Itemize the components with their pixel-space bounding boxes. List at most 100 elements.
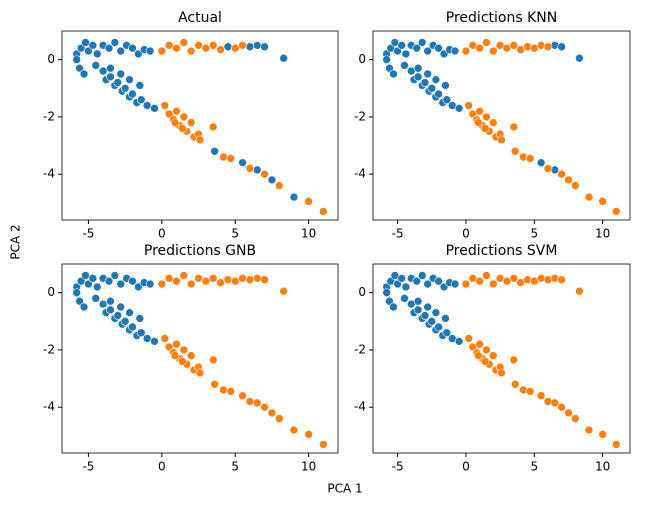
point bbox=[509, 122, 519, 132]
point bbox=[319, 207, 328, 216]
point bbox=[571, 414, 580, 423]
x-tick-label: 5 bbox=[530, 460, 538, 474]
point bbox=[79, 302, 89, 312]
point bbox=[454, 337, 464, 346]
axes-frame bbox=[61, 30, 339, 221]
y-tick-label: 0 bbox=[47, 52, 55, 66]
point bbox=[81, 38, 90, 47]
point bbox=[289, 425, 299, 435]
point bbox=[91, 61, 101, 70]
point bbox=[260, 275, 269, 285]
point bbox=[116, 279, 126, 289]
point bbox=[142, 334, 152, 343]
point bbox=[564, 408, 573, 418]
point bbox=[536, 391, 546, 401]
point bbox=[238, 158, 247, 168]
subplot-title: Actual bbox=[178, 10, 222, 26]
point bbox=[120, 316, 130, 326]
point bbox=[431, 308, 441, 317]
point bbox=[454, 104, 464, 113]
point bbox=[442, 95, 452, 105]
point bbox=[488, 46, 498, 56]
y-tick-label: 0 bbox=[358, 285, 366, 299]
point bbox=[412, 276, 422, 286]
point bbox=[172, 339, 181, 349]
point bbox=[208, 355, 218, 365]
point bbox=[172, 276, 181, 286]
point bbox=[223, 42, 233, 52]
x-tick-label: 10 bbox=[301, 227, 316, 241]
point bbox=[488, 351, 498, 360]
x-tick-label: 0 bbox=[462, 460, 470, 474]
point bbox=[397, 41, 407, 50]
point bbox=[178, 357, 187, 366]
point bbox=[142, 101, 152, 110]
point bbox=[252, 274, 262, 283]
point bbox=[413, 305, 423, 315]
point bbox=[208, 41, 218, 50]
point bbox=[400, 61, 409, 70]
point bbox=[543, 164, 553, 173]
point bbox=[201, 43, 211, 53]
point bbox=[431, 75, 441, 84]
point bbox=[260, 402, 269, 412]
point bbox=[186, 118, 196, 127]
x-tick-label: 0 bbox=[158, 460, 166, 474]
point bbox=[413, 63, 423, 73]
point bbox=[245, 397, 255, 406]
x-tick-label: -5 bbox=[392, 227, 404, 241]
point bbox=[461, 46, 471, 56]
point bbox=[98, 299, 108, 309]
point bbox=[116, 69, 126, 79]
point bbox=[557, 169, 566, 179]
point bbox=[252, 165, 262, 175]
point bbox=[245, 275, 255, 285]
point bbox=[179, 38, 189, 47]
y-tick-label: -2 bbox=[354, 109, 366, 123]
point bbox=[88, 274, 98, 283]
point bbox=[75, 296, 84, 306]
point bbox=[557, 42, 566, 52]
point bbox=[128, 322, 137, 332]
point bbox=[172, 106, 181, 116]
point bbox=[150, 104, 159, 113]
point bbox=[104, 276, 114, 286]
point bbox=[179, 112, 189, 122]
point bbox=[223, 275, 233, 285]
point bbox=[598, 430, 607, 439]
point bbox=[319, 440, 328, 449]
point bbox=[441, 314, 450, 323]
y-tick-label: -2 bbox=[43, 109, 55, 123]
point bbox=[76, 43, 86, 53]
point bbox=[434, 89, 443, 99]
point bbox=[104, 43, 114, 53]
point bbox=[106, 305, 115, 315]
point bbox=[230, 43, 240, 53]
point bbox=[160, 334, 170, 343]
point bbox=[178, 124, 187, 133]
point bbox=[252, 41, 262, 50]
point bbox=[401, 282, 411, 292]
point bbox=[274, 181, 284, 190]
point bbox=[480, 124, 490, 133]
point bbox=[412, 43, 422, 53]
point bbox=[164, 342, 174, 352]
point bbox=[423, 69, 432, 79]
x-tick-label: 5 bbox=[231, 460, 239, 474]
point bbox=[584, 192, 594, 202]
point bbox=[88, 41, 98, 50]
point bbox=[488, 118, 498, 127]
subplot-title: Predictions GNB bbox=[144, 243, 256, 259]
point bbox=[543, 42, 553, 52]
point bbox=[497, 135, 506, 145]
point bbox=[135, 314, 145, 323]
point bbox=[245, 164, 255, 173]
point bbox=[226, 154, 236, 163]
point bbox=[110, 38, 120, 47]
point bbox=[423, 279, 432, 289]
point bbox=[125, 308, 134, 317]
point bbox=[113, 78, 123, 87]
point bbox=[442, 328, 452, 338]
point bbox=[497, 368, 506, 378]
point bbox=[389, 69, 398, 79]
